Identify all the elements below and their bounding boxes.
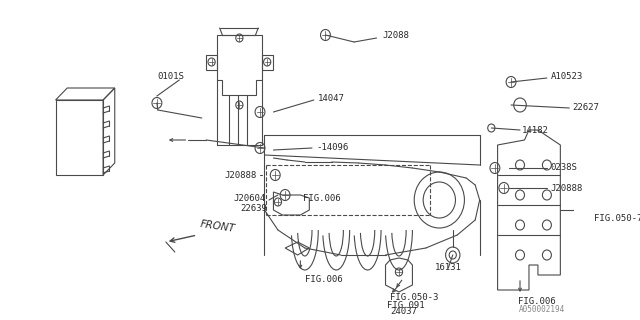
Text: FIG.006: FIG.006 (303, 194, 340, 203)
Text: 14047: 14047 (318, 93, 345, 102)
Text: FIG.050-3: FIG.050-3 (390, 293, 438, 302)
Text: FIG.091: FIG.091 (387, 300, 425, 309)
Text: 16131: 16131 (435, 263, 461, 273)
Text: 14182: 14182 (522, 125, 548, 134)
Text: 0101S: 0101S (157, 71, 184, 81)
Text: A10523: A10523 (550, 71, 583, 81)
Text: FIG.050-7: FIG.050-7 (595, 213, 640, 222)
Text: FRONT: FRONT (199, 219, 236, 234)
Text: FIG.006: FIG.006 (305, 276, 342, 284)
Text: J2088: J2088 (383, 30, 410, 39)
Text: 22627: 22627 (572, 102, 599, 111)
Text: 24037: 24037 (390, 308, 417, 316)
Text: FIG.006: FIG.006 (518, 298, 556, 307)
Text: -14096: -14096 (317, 142, 349, 151)
Text: J20604: J20604 (233, 194, 266, 203)
Text: 22639: 22639 (240, 204, 267, 212)
Text: J20888: J20888 (224, 171, 257, 180)
Text: J20888: J20888 (550, 183, 583, 193)
Text: A050002194: A050002194 (518, 305, 565, 314)
Text: 0238S: 0238S (550, 163, 577, 172)
